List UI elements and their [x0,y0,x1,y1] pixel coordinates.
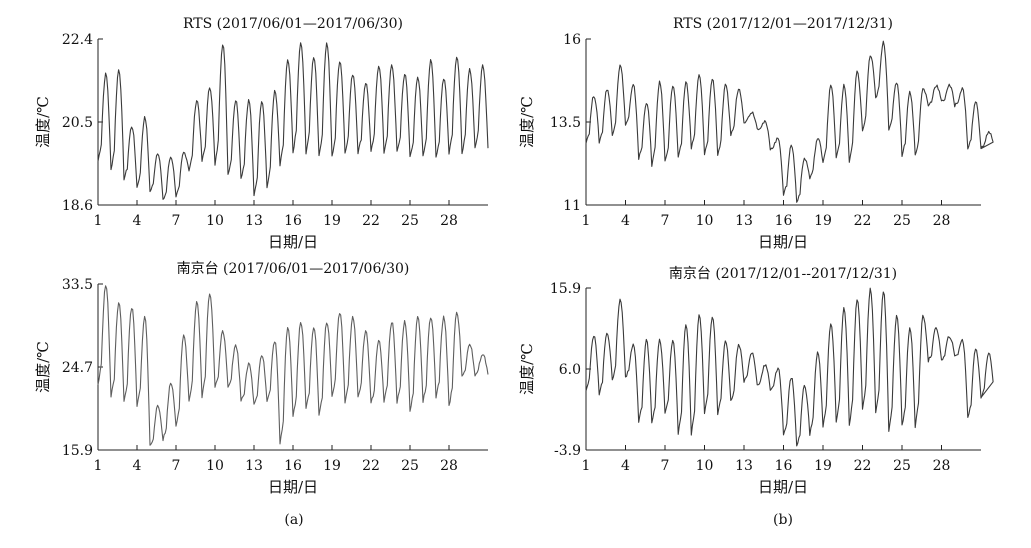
chart-rts-december: RTS (2017/12/01—2017/12/31) 日期/日 温度/℃ 1 4… [518,16,994,251]
temperature-series-line [585,40,994,203]
x-tick-label: 28 [933,458,951,474]
y-tick-label: -3.9 [554,443,581,459]
x-tick-label: 1 [582,458,591,474]
y-tick-label: 22.4 [62,32,93,48]
y-tick-label: 24.7 [62,360,93,376]
x-tick-label: 22 [854,458,872,474]
x-tick-label: 25 [893,213,911,229]
x-tick-label: 19 [814,213,832,229]
x-tick-label: 4 [133,213,142,229]
y-axis-label: 温度/℃ [518,96,536,148]
x-tick-label: 25 [893,458,911,474]
chart-title: 南京台 (2017/12/01--2017/12/31) [669,266,897,282]
y-tick-label: 15.9 [62,443,93,459]
y-tick-label: 13.5 [550,115,581,131]
x-tick-label: 1 [94,213,103,229]
x-axis-label: 日期/日 [268,233,318,251]
x-tick-label: 16 [775,213,793,229]
chart-nanjing-december: 南京台 (2017/12/01--2017/12/31) 日期/日 温度/℃ 1… [518,266,994,496]
x-tick-label: 28 [440,458,458,474]
x-tick-label: 7 [172,213,181,229]
x-tick-label: 22 [362,458,380,474]
y-tick-label: 18.6 [62,198,93,214]
chart-title: RTS (2017/06/01—2017/06/30) [183,16,403,32]
x-tick-label: 1 [94,458,103,474]
x-tick-label: 19 [323,213,341,229]
x-tick-label: 10 [696,458,714,474]
y-tick-label: 33.5 [62,277,93,293]
x-tick-label: 25 [401,458,419,474]
x-tick-label: 19 [814,458,832,474]
chart-rts-june: RTS (2017/06/01—2017/06/30) 日期/日 温度/℃ 1 4… [34,16,489,251]
panel-label-b: (b) [773,512,793,528]
y-axis-label: 温度/℃ [34,341,52,393]
x-tick-label: 7 [661,213,670,229]
x-axis-label: 日期/日 [758,233,808,251]
y-tick-label: 20.5 [62,115,93,131]
x-tick-label: 22 [854,213,872,229]
x-axis-label: 日期/日 [268,478,318,496]
x-tick-label: 13 [245,213,263,229]
x-tick-label: 4 [621,213,630,229]
x-tick-label: 13 [735,213,753,229]
temperature-series-line [97,42,489,200]
x-tick-label: 13 [735,458,753,474]
y-axis-label: 温度/℃ [34,96,52,148]
temperature-series-line [97,285,489,446]
y-axis-label: 温度/℃ [518,343,536,395]
y-tick-label: 16 [563,32,581,48]
x-tick-label: 16 [284,458,302,474]
x-tick-label: 28 [933,213,951,229]
y-tick-label: 11 [563,198,581,214]
x-tick-label: 19 [323,458,341,474]
y-tick-label: 15.9 [550,281,581,297]
x-tick-label: 13 [245,458,263,474]
x-tick-label: 4 [133,458,142,474]
x-tick-label: 22 [362,213,380,229]
x-tick-label: 1 [582,213,591,229]
x-tick-label: 4 [621,458,630,474]
x-tick-label: 16 [775,458,793,474]
chart-title: RTS (2017/12/01—2017/12/31) [673,16,893,32]
y-tick-label: 6.0 [559,362,581,378]
panel-label-a: (a) [284,512,303,528]
x-tick-label: 7 [172,458,181,474]
x-tick-label: 10 [206,213,224,229]
chart-nanjing-june: 南京台 (2017/06/01—2017/06/30) 日期/日 温度/℃ 1 4… [34,261,489,496]
x-tick-label: 25 [401,213,419,229]
x-axis-label: 日期/日 [758,478,808,496]
x-tick-label: 10 [696,213,714,229]
x-tick-label: 10 [206,458,224,474]
x-tick-label: 28 [440,213,458,229]
x-tick-label: 16 [284,213,302,229]
temperature-series-line [585,287,994,447]
chart-title: 南京台 (2017/06/01—2017/06/30) [177,261,410,277]
x-tick-label: 7 [661,458,670,474]
